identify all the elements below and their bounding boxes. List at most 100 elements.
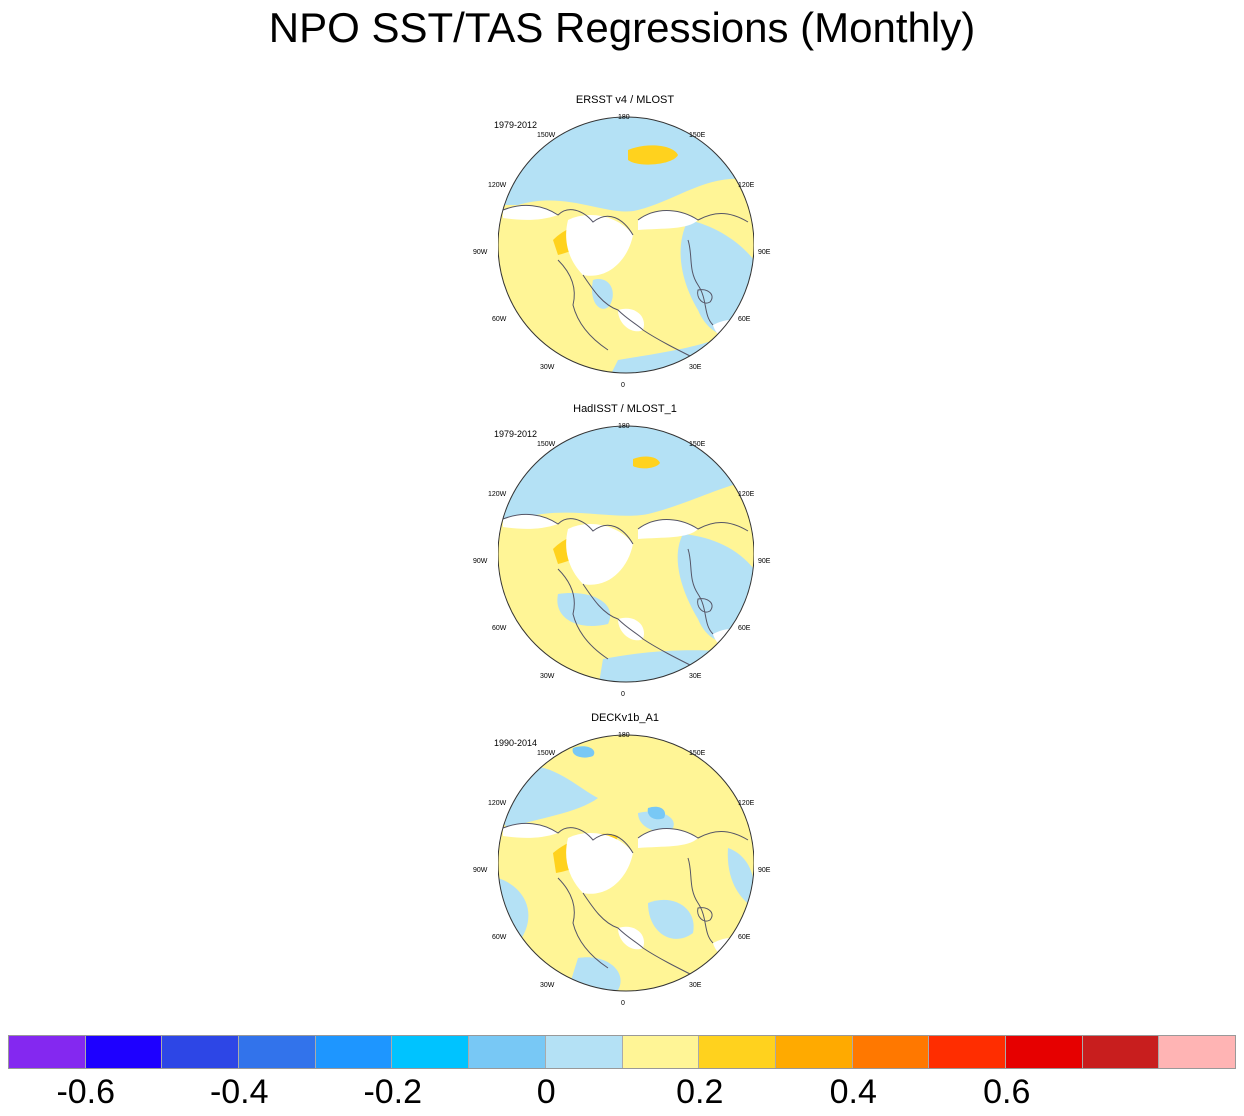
land-mask xyxy=(638,210,698,230)
lon-label-0: 0 xyxy=(621,1000,625,1007)
coastline xyxy=(502,822,634,854)
lon-label-0: 0 xyxy=(621,382,625,389)
lon-label-30e: 30E xyxy=(689,982,702,989)
polar-map xyxy=(498,425,754,683)
colorbar-box xyxy=(852,1036,930,1068)
colorbar-box xyxy=(1005,1036,1083,1068)
lon-label-30w: 30W xyxy=(540,364,555,371)
lon-label-120w: 120W xyxy=(488,182,507,189)
coastline xyxy=(502,204,634,236)
lon-label-150w: 150W xyxy=(537,750,556,757)
lon-label-180: 180 xyxy=(618,114,630,121)
colorbar-tick-label: 0.6 xyxy=(983,1073,1031,1111)
lon-label-90e: 90E xyxy=(758,249,771,256)
coastline xyxy=(697,907,713,922)
lon-label-90w: 90W xyxy=(473,867,488,874)
lon-label-60e: 60E xyxy=(738,316,751,323)
coastline xyxy=(637,210,749,223)
coastline xyxy=(557,259,609,351)
panel-years: 1979-2012 xyxy=(494,120,538,130)
negative-anomaly-region xyxy=(498,117,754,212)
lon-label-150e: 150E xyxy=(689,132,706,139)
lon-label-30w: 30W xyxy=(540,982,555,989)
lon-label-60e: 60E xyxy=(738,625,751,632)
coastline xyxy=(687,857,714,944)
negative-anomaly-core xyxy=(572,746,595,758)
colorbar-tick-label: -0.4 xyxy=(209,1073,269,1111)
map-border xyxy=(498,116,754,374)
coastline xyxy=(557,568,609,660)
land-mask xyxy=(566,524,633,585)
lon-label-120e: 120E xyxy=(738,182,755,189)
map-panel-deck: DECKv1b_A1 1990-2014 180 150E 120E 90E 6… xyxy=(470,712,780,1012)
colorbar-tick-label: -0.2 xyxy=(363,1073,423,1111)
coastline xyxy=(721,945,736,957)
lon-label-150w: 150W xyxy=(537,132,556,139)
lon-label-60w: 60W xyxy=(492,934,507,941)
lon-label-60e: 60E xyxy=(738,934,751,941)
lon-label-120e: 120E xyxy=(738,800,755,807)
lon-label-30w: 30W xyxy=(540,673,555,680)
lon-label-90w: 90W xyxy=(473,249,488,256)
colorbar-tick-label: 0 xyxy=(536,1073,556,1111)
colorbar-box xyxy=(622,1036,700,1068)
lon-label-90e: 90E xyxy=(758,558,771,565)
lon-label-90e: 90E xyxy=(758,867,771,874)
lon-label-150w: 150W xyxy=(537,441,556,448)
colorbar-tick-label: -0.6 xyxy=(56,1073,116,1111)
colorbar-box xyxy=(775,1036,853,1068)
negative-anomaly-region xyxy=(638,811,674,832)
panel-years: 1990-2014 xyxy=(494,738,538,748)
colorbar xyxy=(8,1035,1236,1069)
figure-title: NPO SST/TAS Regressions (Monthly) xyxy=(268,4,976,51)
colorbar-box xyxy=(162,1036,240,1068)
coastline xyxy=(697,289,713,304)
coastline xyxy=(637,519,749,532)
negative-anomaly-region xyxy=(727,848,754,908)
colorbar-box xyxy=(392,1036,470,1068)
land-mask xyxy=(638,519,698,539)
lon-label-150e: 150E xyxy=(689,750,706,757)
land-mask xyxy=(503,823,558,838)
panel-title: ERSST v4 / MLOST xyxy=(575,94,675,106)
lon-label-120w: 120W xyxy=(488,800,507,807)
polar-map xyxy=(498,734,754,992)
map-panel-ersst: ERSST v4 / MLOST 1979-2012 180 150E 120E… xyxy=(470,94,780,394)
colorbar-box xyxy=(699,1036,776,1068)
lon-label-120w: 120W xyxy=(488,491,507,498)
lon-label-120e: 120E xyxy=(738,491,755,498)
coastline xyxy=(687,548,714,635)
lon-label-90w: 90W xyxy=(473,558,488,565)
coastline xyxy=(582,274,699,361)
lon-label-180: 180 xyxy=(618,732,630,739)
negative-anomaly-region xyxy=(648,899,694,939)
negative-anomaly-region xyxy=(568,957,621,990)
land-mask xyxy=(638,828,698,848)
lon-label-60w: 60W xyxy=(492,625,507,632)
coastline xyxy=(721,636,736,648)
negative-anomaly-region xyxy=(680,220,754,338)
negative-anomaly-region xyxy=(557,593,611,626)
colorbar-box xyxy=(315,1036,393,1068)
panel-years: 1979-2012 xyxy=(494,429,538,439)
coastline xyxy=(582,892,699,979)
panel-title: HadISST / MLOST_1 xyxy=(573,403,677,415)
colorbar-box xyxy=(239,1036,316,1068)
lon-label-0: 0 xyxy=(621,691,625,698)
colorbar-box xyxy=(469,1036,546,1068)
colorbar-tick-label: 0.4 xyxy=(829,1073,877,1111)
negative-anomaly-core xyxy=(647,806,666,820)
land-mask xyxy=(566,215,633,276)
negative-anomaly-region xyxy=(498,426,754,519)
panel-title: DECKv1b_A1 xyxy=(591,712,659,724)
coastline xyxy=(637,828,749,841)
land-mask xyxy=(503,514,558,529)
colorbar-box xyxy=(1159,1036,1235,1068)
lon-label-150e: 150E xyxy=(689,441,706,448)
lon-label-30e: 30E xyxy=(689,364,702,371)
colorbar-box xyxy=(545,1036,623,1068)
land-mask xyxy=(566,833,633,894)
polar-map xyxy=(498,116,754,374)
land-mask xyxy=(503,205,558,220)
colorbar-box xyxy=(85,1036,163,1068)
